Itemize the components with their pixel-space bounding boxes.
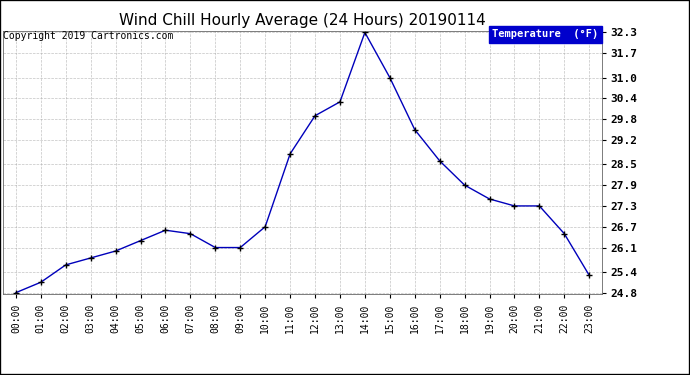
Title: Wind Chill Hourly Average (24 Hours) 20190114: Wind Chill Hourly Average (24 Hours) 201… [119,13,486,28]
Text: Copyright 2019 Cartronics.com: Copyright 2019 Cartronics.com [3,31,174,41]
Text: Temperature  (°F): Temperature (°F) [493,29,599,39]
